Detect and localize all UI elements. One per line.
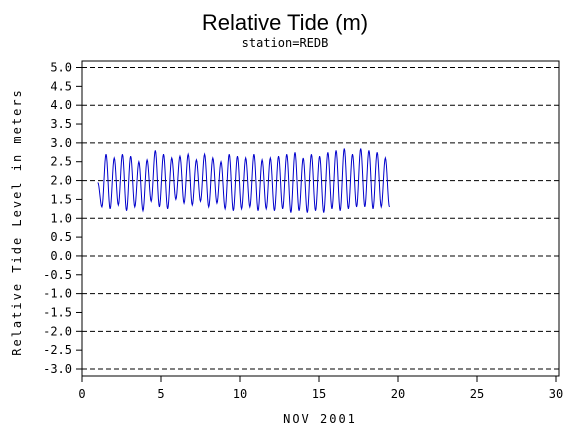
- y-tick-label: -2.0: [43, 324, 72, 338]
- y-tick-label: 4.0: [50, 98, 72, 112]
- chart-subtitle: station=REDB: [242, 36, 329, 50]
- x-tick-label: 5: [157, 387, 164, 401]
- x-axis-label: NOV 2001: [283, 412, 357, 426]
- y-tick-label: -1.5: [43, 305, 72, 319]
- y-tick-label: -1.0: [43, 287, 72, 301]
- y-tick-label: -3.0: [43, 362, 72, 376]
- y-axis-label: Relative Tide Level in meters: [10, 88, 24, 356]
- x-tick-label: 10: [233, 387, 247, 401]
- plot-frame: [81, 60, 560, 377]
- x-tick-label: 20: [391, 387, 405, 401]
- y-tick-label: 1.0: [50, 211, 72, 225]
- x-tick-label: 0: [78, 387, 85, 401]
- gridlines: [82, 67, 559, 370]
- tide-series-line: [97, 148, 390, 213]
- y-tick-label: 0.0: [50, 249, 72, 263]
- y-tick-label: 5.0: [50, 61, 72, 75]
- y-tick-label: 4.5: [50, 79, 72, 93]
- x-tick-label: 15: [312, 387, 326, 401]
- y-tick-label: 2.5: [50, 155, 72, 169]
- y-tick-label: 3.5: [50, 117, 72, 131]
- chart-title: Relative Tide (m): [202, 10, 368, 35]
- y-tick-label: -0.5: [43, 268, 72, 282]
- y-axis: 5.0 4.5 4.0 3.5 3.0 2.5 2.0 1.5 1.0 0.5 0.0 -0.5 -1.…: [43, 61, 82, 376]
- y-tick-label: 0.5: [50, 230, 72, 244]
- y-tick-label: 1.5: [50, 192, 72, 206]
- x-axis: 0 5 10 15 20 25 30: [78, 376, 563, 401]
- x-tick-label: 30: [549, 387, 563, 401]
- x-tick-label: 25: [470, 387, 484, 401]
- y-tick-label: 3.0: [50, 136, 72, 150]
- series-layer: [97, 148, 390, 213]
- y-tick-label: 2.0: [50, 174, 72, 188]
- y-tick-label: -2.5: [43, 343, 72, 357]
